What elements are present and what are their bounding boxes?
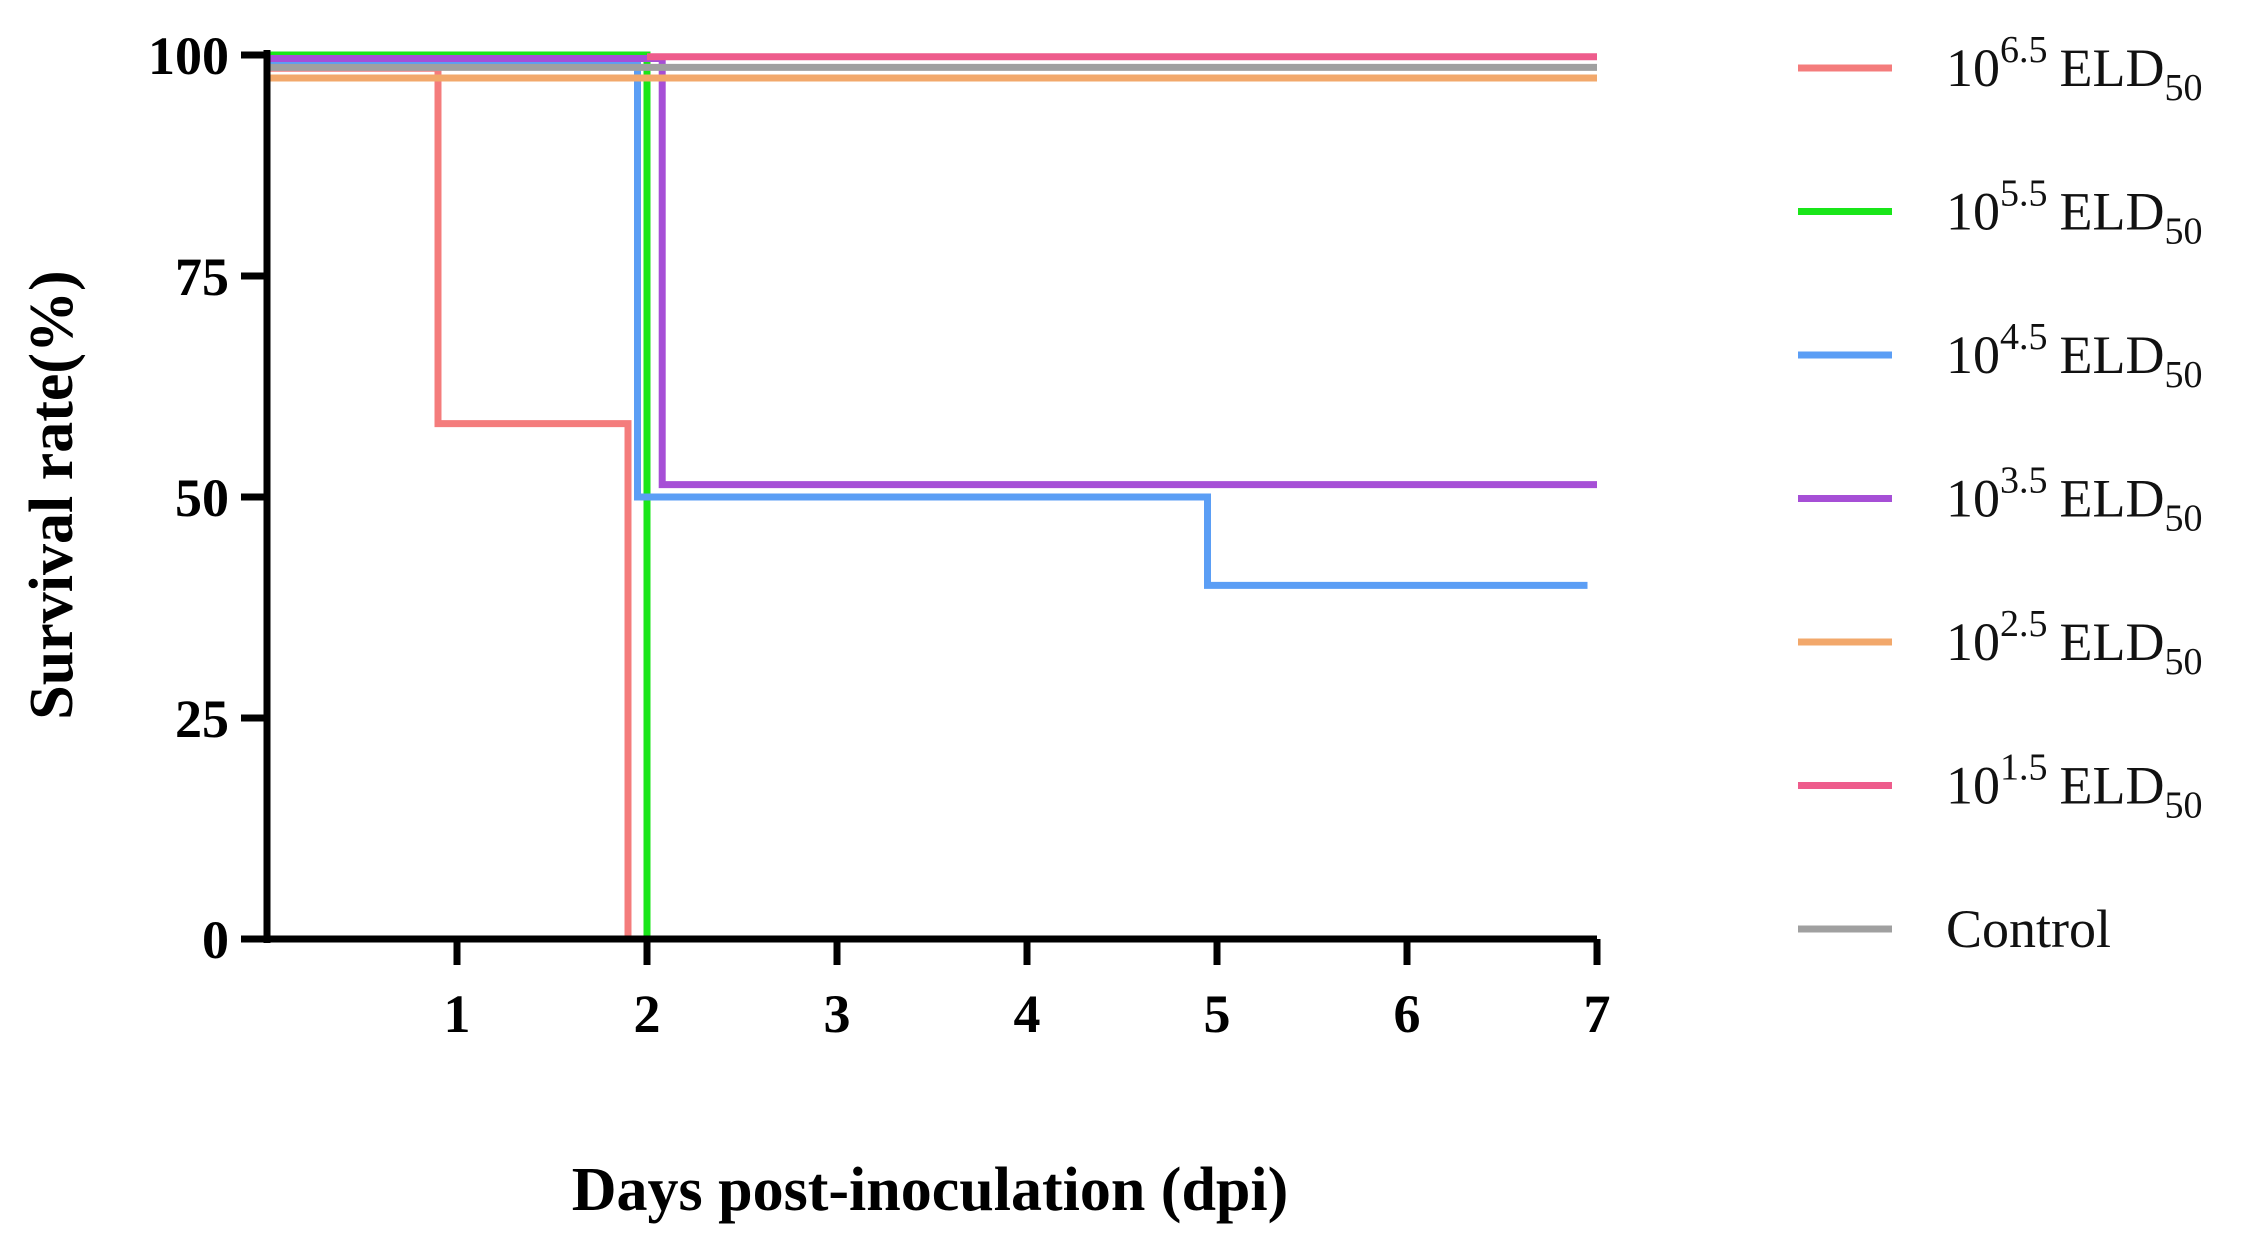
legend-item: 103.5 ELD50 <box>1798 460 2202 540</box>
legend-label: 103.5 ELD50 <box>1946 460 2202 540</box>
legend-item: 104.5 ELD50 <box>1798 316 2202 396</box>
x-axis-title: Days post-inoculation (dpi) <box>572 1156 1289 1224</box>
series-line-3 <box>267 57 1588 589</box>
ticks-layer: 1 2 3 4 5 6 7 0 25 50 75 100 <box>148 26 1611 1044</box>
legend-label: 101.5 ELD50 <box>1946 747 2202 827</box>
legend-label: 105.5 ELD50 <box>1946 173 2202 253</box>
y-tick-label: 75 <box>175 247 229 307</box>
x-tick-label: 1 <box>444 984 471 1044</box>
legend-label: 106.5 ELD50 <box>1946 29 2202 109</box>
legend-label: 104.5 ELD50 <box>1946 316 2202 396</box>
series-line-2 <box>267 51 651 939</box>
legend-label: 102.5 ELD50 <box>1946 603 2202 683</box>
legend-item: 106.5 ELD50 <box>1798 29 2202 109</box>
x-tick-label: 7 <box>1584 984 1611 1044</box>
legend-item: 105.5 ELD50 <box>1798 173 2202 253</box>
y-tick-label: 100 <box>148 26 229 86</box>
x-tick-label: 3 <box>824 984 851 1044</box>
legend-label: Control <box>1946 899 2111 959</box>
y-axis-title: Survival rate(%) <box>18 270 86 719</box>
legend-item: 102.5 ELD50 <box>1798 603 2202 683</box>
y-tick-label: 25 <box>175 689 229 749</box>
legend-item: 101.5 ELD50 <box>1798 747 2202 827</box>
legend-item: Control <box>1798 899 2111 959</box>
y-tick-label: 50 <box>175 468 229 528</box>
x-tick-label: 4 <box>1014 984 1041 1044</box>
y-tick-label: 0 <box>202 910 229 970</box>
series-line-1 <box>267 64 632 939</box>
series-layer <box>267 51 1597 939</box>
series-line-4 <box>267 55 1597 489</box>
x-tick-label: 2 <box>634 984 661 1044</box>
x-tick-label: 6 <box>1394 984 1421 1044</box>
legend: 106.5 ELD50 105.5 ELD50 104.5 ELD50 103.5 ELD50… <box>1798 29 2202 959</box>
x-tick-label: 5 <box>1204 984 1231 1044</box>
